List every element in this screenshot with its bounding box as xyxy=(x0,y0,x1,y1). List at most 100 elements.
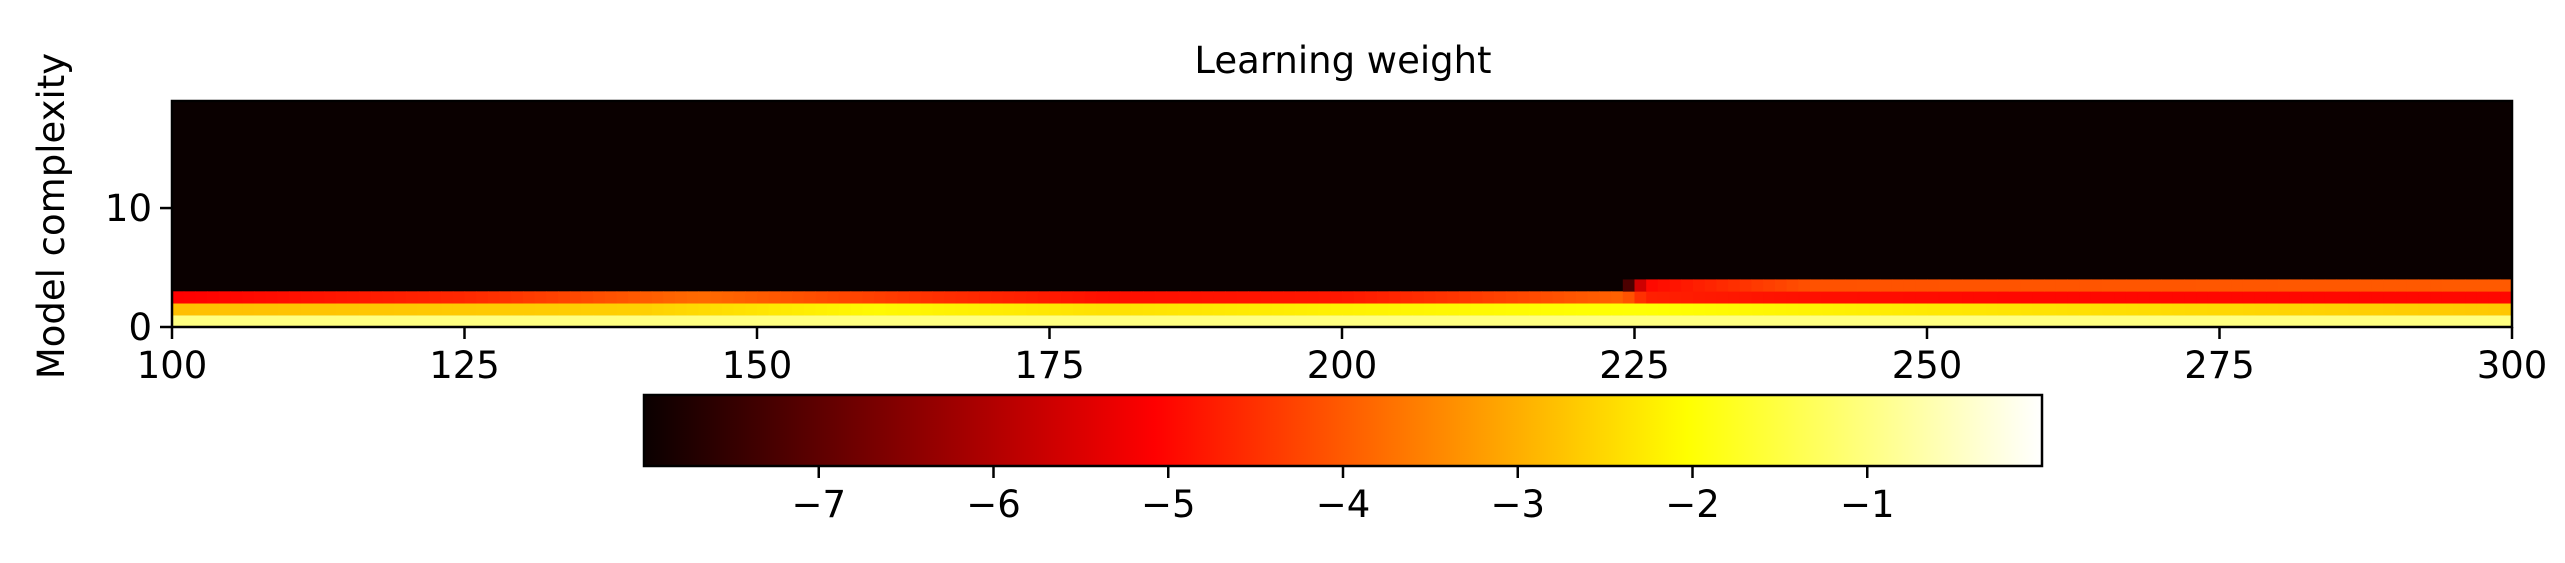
heatmap-cell xyxy=(1084,315,1097,328)
heatmap-cell xyxy=(499,315,512,328)
heatmap-cell xyxy=(2102,315,2115,328)
heatmap-cell xyxy=(277,315,290,328)
heatmap-cell xyxy=(1037,291,1051,304)
heatmap-cell xyxy=(2172,291,2185,304)
heatmap-cell xyxy=(1927,303,1940,316)
heatmap-cell xyxy=(300,315,313,328)
heatmap-cell xyxy=(370,303,384,316)
heatmap-cell xyxy=(698,315,711,328)
heatmap-cell xyxy=(1283,291,1296,304)
heatmap-cell xyxy=(2008,291,2022,304)
heatmap-cell xyxy=(1108,315,1121,328)
heatmap-cell xyxy=(651,291,664,304)
heatmap-cell xyxy=(2313,291,2326,304)
heatmap-cell xyxy=(1517,291,1530,304)
heatmap-cell xyxy=(1143,291,1156,304)
heatmap-cell xyxy=(1423,315,1437,328)
heatmap-cell xyxy=(1377,291,1390,304)
heatmap-cell xyxy=(382,315,395,328)
heatmap-cell xyxy=(2137,291,2150,304)
heatmap-cell xyxy=(1587,291,1600,304)
heatmap-cell xyxy=(1096,315,1109,328)
heatmap-cell xyxy=(242,315,255,328)
heatmap-cell xyxy=(1154,303,1168,316)
heatmap-cell xyxy=(944,303,957,316)
heatmap-cell xyxy=(628,303,641,316)
heatmap-cell xyxy=(312,315,325,328)
heatmap-cell xyxy=(1435,315,1448,328)
heatmap-cell xyxy=(1657,279,1671,292)
heatmap-cell xyxy=(2266,315,2279,328)
heatmap-cell xyxy=(2395,279,2408,292)
heatmap-cell xyxy=(1505,291,1519,304)
heatmap-cell xyxy=(2149,303,2162,316)
heatmap-cell xyxy=(2125,291,2139,304)
heatmap-cell xyxy=(324,291,337,304)
heatmap-cell xyxy=(593,303,606,316)
heatmap-cell xyxy=(2430,315,2443,328)
heatmap-cell xyxy=(2184,291,2197,304)
heatmap-cell xyxy=(1763,279,1776,292)
heatmap-cell xyxy=(499,303,512,316)
heatmap-cell xyxy=(1739,315,1753,328)
heatmap-cell xyxy=(265,303,278,316)
heatmap-cell xyxy=(2137,315,2150,328)
heatmap-cell xyxy=(1915,315,1928,328)
heatmap-cell xyxy=(2476,279,2490,292)
heatmap-cell xyxy=(1856,279,1870,292)
heatmap-cell xyxy=(909,315,922,328)
heatmap-cell xyxy=(1377,303,1390,316)
heatmap-cell xyxy=(265,291,278,304)
heatmap-cell xyxy=(2453,315,2466,328)
heatmap-cell xyxy=(897,291,910,304)
heatmap-cell xyxy=(2032,303,2045,316)
heatmap-cell xyxy=(1798,315,1811,328)
heatmap-cell xyxy=(2476,315,2490,328)
colorbar: −7 −6 −5 −4 −3 −2 −1 xyxy=(642,393,2044,526)
heatmap-cell xyxy=(172,315,185,328)
heatmap-cell xyxy=(1131,303,1144,316)
heatmap-cell xyxy=(2488,315,2501,328)
heatmap-cell xyxy=(1014,315,1027,328)
heatmap-cell xyxy=(1798,279,1811,292)
heatmap-cell xyxy=(874,291,887,304)
heatmap-cell xyxy=(1927,291,1940,304)
heatmap-cell xyxy=(2254,303,2267,316)
heatmap-cell xyxy=(1927,279,1940,292)
heatmap-cell xyxy=(335,291,349,304)
heatmap-cell xyxy=(1763,315,1776,328)
heatmap-cell xyxy=(909,303,922,316)
heatmap-cell xyxy=(487,291,501,304)
heatmap-cell xyxy=(1435,291,1448,304)
heatmap-cells xyxy=(172,279,2513,328)
heatmap-cell xyxy=(1236,291,1249,304)
heatmap-cell xyxy=(1962,279,1975,292)
heatmap-cell xyxy=(593,291,606,304)
colorbar-ticks: −7 −6 −5 −4 −3 −2 −1 xyxy=(791,466,1895,526)
heatmap-cell xyxy=(1037,303,1051,316)
heatmap-cell xyxy=(406,291,419,304)
heatmap-cell xyxy=(300,303,313,316)
heatmap-cell xyxy=(651,315,664,328)
heatmap-cell xyxy=(2453,291,2466,304)
heatmap-cell xyxy=(441,291,454,304)
heatmap-cell xyxy=(780,291,793,304)
heatmap-cell xyxy=(838,291,852,304)
heatmap-cell xyxy=(1072,291,1086,304)
heatmap-cell xyxy=(253,291,267,304)
heatmap-cell xyxy=(2313,315,2326,328)
heatmap-cell xyxy=(1728,279,1741,292)
heatmap-cell xyxy=(2219,279,2232,292)
heatmap-cell xyxy=(2371,291,2384,304)
heatmap-cell xyxy=(2359,303,2373,316)
heatmap-cell xyxy=(1154,291,1168,304)
x-tick-label: 150 xyxy=(722,344,793,387)
heatmap-cell xyxy=(2430,303,2443,316)
heatmap-cell xyxy=(2313,303,2326,316)
heatmap-cell xyxy=(1552,315,1565,328)
heatmap-cell xyxy=(265,315,278,328)
heatmap-cell xyxy=(1330,303,1343,316)
heatmap-cell xyxy=(1306,303,1320,316)
heatmap-cell xyxy=(1084,303,1097,316)
